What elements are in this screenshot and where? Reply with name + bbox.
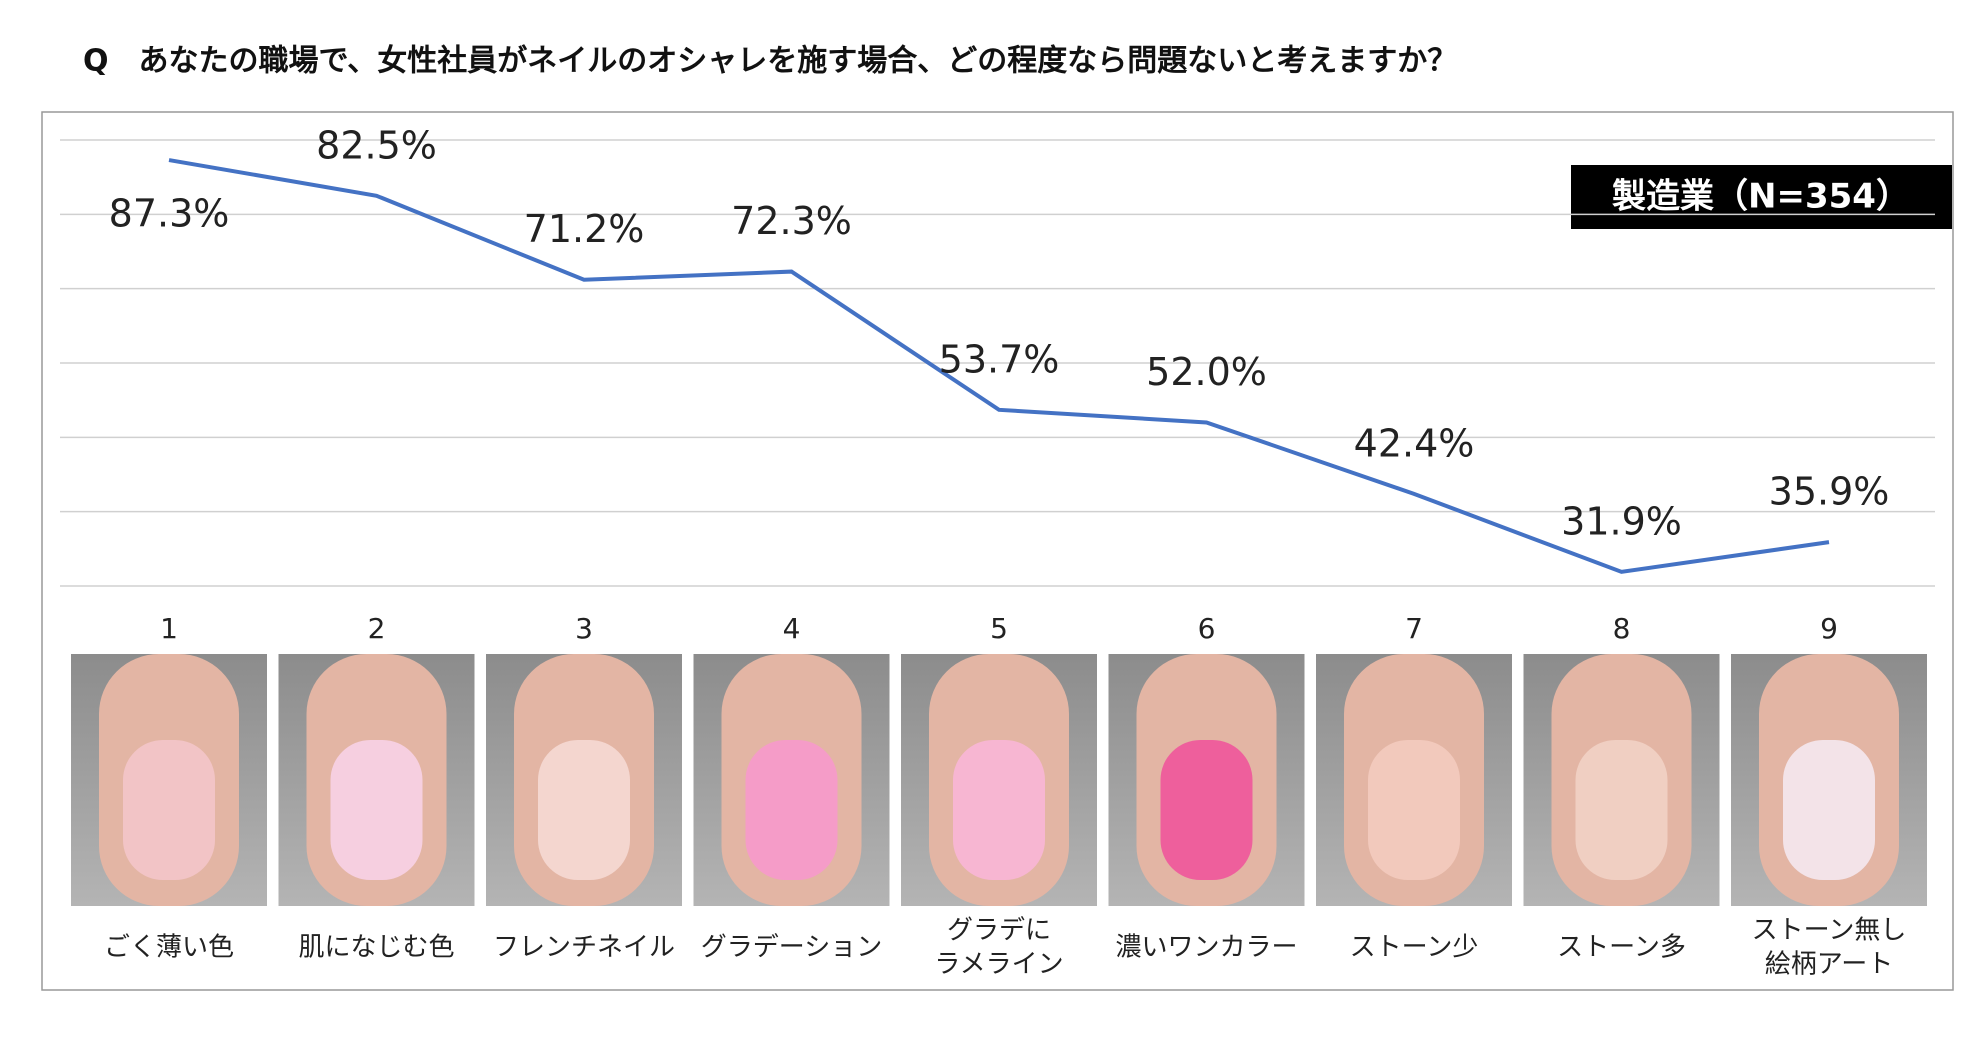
badge: 製造業（N=354） <box>1612 177 1910 217</box>
x-tick-label: 2 <box>368 612 386 645</box>
item-label: 濃いワンカラー <box>1115 933 1297 963</box>
nail <box>1575 740 1668 880</box>
data-label: 87.3% <box>109 192 230 236</box>
nail <box>1368 740 1460 880</box>
x-tick-label: 8 <box>1613 612 1631 645</box>
nail <box>1160 740 1253 880</box>
x-tick-label: 6 <box>1198 612 1216 645</box>
nail <box>1783 740 1875 880</box>
x-tick-label: 5 <box>990 612 1008 645</box>
item-label: ストーン多 <box>1557 933 1686 963</box>
x-tick-label: 1 <box>160 612 178 645</box>
frame <box>41 111 1954 991</box>
item-label: 絵柄アート <box>1765 950 1893 980</box>
x-tick-label: 4 <box>783 612 801 645</box>
x-tick-label: 3 <box>575 612 593 645</box>
item-label: ストーン少 <box>1350 933 1479 963</box>
data-label: 53.7% <box>939 337 1060 381</box>
data-label: 82.5% <box>316 123 437 167</box>
nail <box>123 740 215 880</box>
data-label: 42.4% <box>1354 421 1475 465</box>
item-label: ラメライン <box>934 950 1063 980</box>
nail <box>953 740 1045 880</box>
item-label: ストーン無し <box>1752 916 1907 946</box>
x-tick-label: 7 <box>1405 612 1423 645</box>
item-label: フレンチネイル <box>493 933 675 963</box>
item-label: グラデに <box>947 916 1051 946</box>
nail <box>538 740 630 880</box>
data-label: 71.2% <box>524 207 645 251</box>
line <box>168 158 1830 574</box>
data-label: 52.0% <box>1146 350 1267 394</box>
item-label: グラデーション <box>701 933 882 963</box>
badge-box <box>1571 165 1952 229</box>
item-label: ごく薄い色 <box>104 933 234 963</box>
chart-title: Q あなたの職場で、女性社員がネイルのオシャレを施す場合、どの程度なら問題ないと… <box>83 44 1457 79</box>
data-label: 35.9% <box>1769 470 1890 514</box>
data-label: 31.9% <box>1561 499 1682 543</box>
nail <box>330 740 423 880</box>
data-label: 72.3% <box>731 199 852 243</box>
nail <box>745 740 838 880</box>
x-tick-label: 9 <box>1820 612 1838 645</box>
item-label: 肌になじむ色 <box>298 933 454 963</box>
